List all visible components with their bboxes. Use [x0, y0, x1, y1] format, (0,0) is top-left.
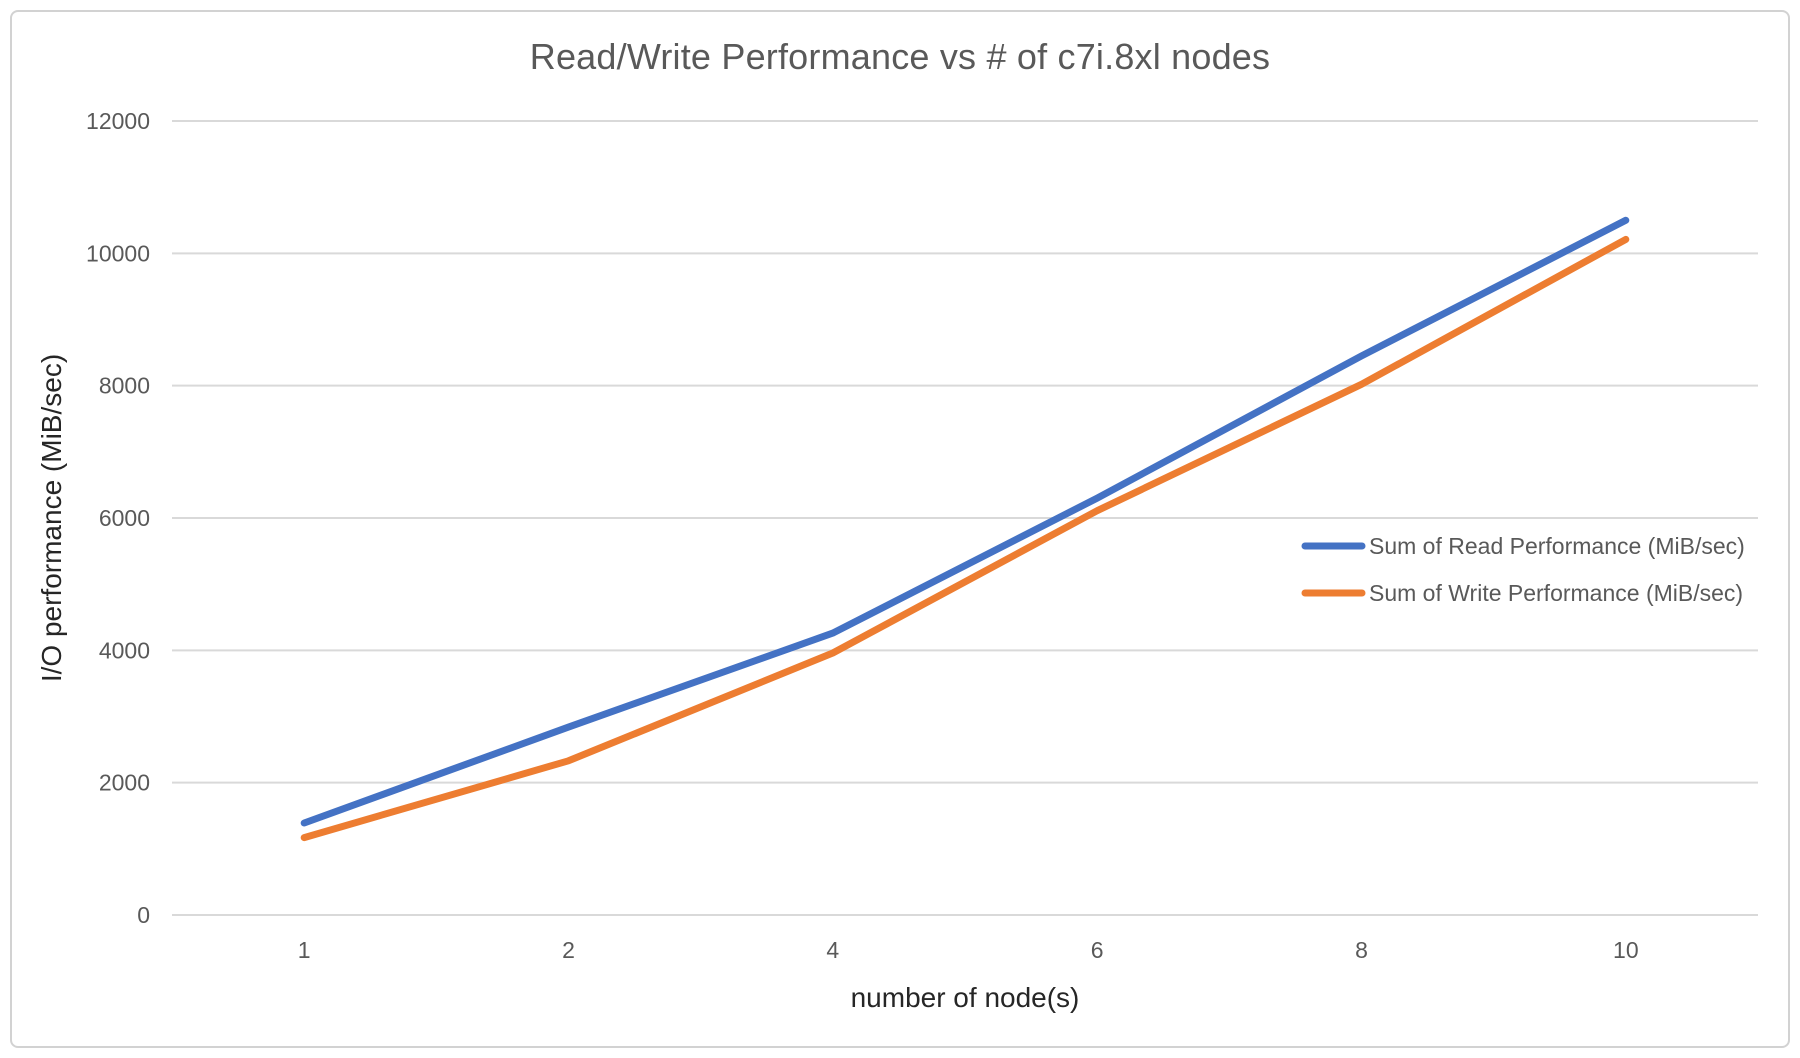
x-axis-title: number of node(s): [850, 982, 1080, 1013]
legend-label-read: Sum of Read Performance (MiB/sec): [1369, 533, 1745, 559]
series-line-read: [300, 216, 1630, 827]
y-tick-label-4000: 4000: [99, 637, 150, 663]
x-tick-label-8: 8: [1355, 937, 1368, 963]
x-tick-label-6: 6: [1091, 937, 1104, 963]
series-line-write: [300, 235, 1630, 842]
x-tick-label-1: 1: [298, 937, 311, 963]
y-tick-label-6000: 6000: [99, 505, 150, 531]
chart-title: Read/Write Performance vs # of c7i.8xl n…: [529, 36, 1271, 77]
y-tick-label-10000: 10000: [86, 240, 150, 266]
x-tick-label-10: 10: [1613, 937, 1639, 963]
y-tick-label-2000: 2000: [99, 770, 150, 796]
legend-label-write: Sum of Write Performance (MiB/sec): [1369, 580, 1743, 606]
chart-border-frame: [10, 10, 1790, 1048]
x-tick-label-4: 4: [826, 937, 839, 963]
y-tick-label-0: 0: [137, 902, 150, 928]
y-tick-label-12000: 12000: [86, 108, 150, 134]
y-tick-label-8000: 8000: [99, 373, 150, 399]
x-tick-label-2: 2: [562, 937, 575, 963]
